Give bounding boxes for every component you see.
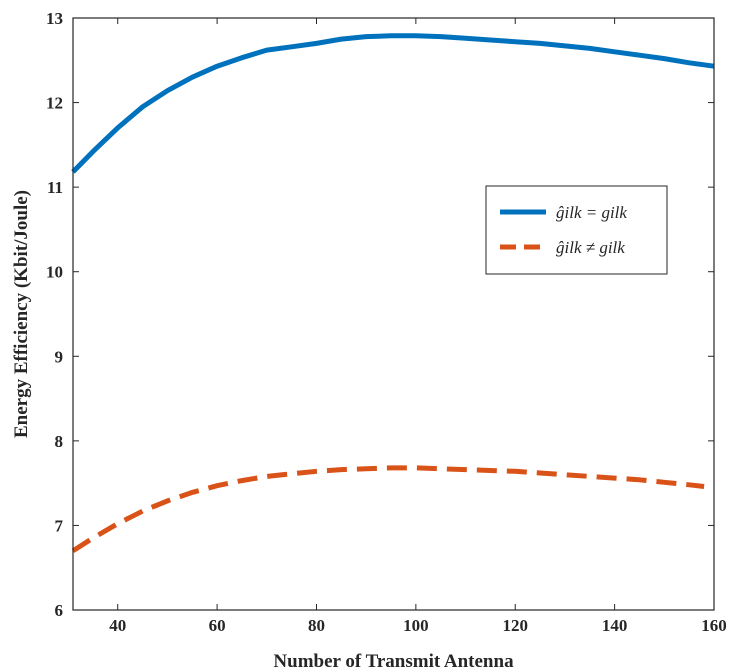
x-tick-label: 120 xyxy=(502,616,528,635)
ticks: 40 60 80 100 120 140 160 6 7 8 9 10 11 12 13 xyxy=(46,9,727,635)
y-tick-label: 7 xyxy=(55,516,64,535)
y-axis-label: Energy Efficiency (Kbit/Joule) xyxy=(11,190,32,438)
y-tick-label: 8 xyxy=(55,432,64,451)
x-tick-label: 100 xyxy=(403,616,429,635)
x-tick-label: 40 xyxy=(109,616,126,635)
y-tick-label: 6 xyxy=(55,601,64,620)
y-tick-label: 12 xyxy=(46,94,63,113)
plot-lines xyxy=(71,33,715,553)
legend-label-2: ĝilk ≠ gilk xyxy=(556,238,625,257)
series-line-1 xyxy=(71,33,715,174)
x-axis-label: Number of Transmit Antenna xyxy=(273,651,514,671)
x-tick-label: 160 xyxy=(701,616,727,635)
x-tick-label: 140 xyxy=(602,616,628,635)
y-tick-label: 13 xyxy=(46,9,63,28)
legend-box xyxy=(485,185,668,275)
y-tick-label: 9 xyxy=(55,347,64,366)
legend-label-1: ĝilk = gilk xyxy=(556,203,627,222)
axes-box xyxy=(72,17,715,611)
y-tick-label: 11 xyxy=(47,178,63,197)
legend: ĝilk = gilk ĝilk ≠ gilk xyxy=(485,185,668,275)
series-line-2 xyxy=(71,465,705,553)
y-tick-label: 10 xyxy=(46,263,63,282)
x-tick-label: 80 xyxy=(308,616,325,635)
x-tick-label: 60 xyxy=(209,616,226,635)
